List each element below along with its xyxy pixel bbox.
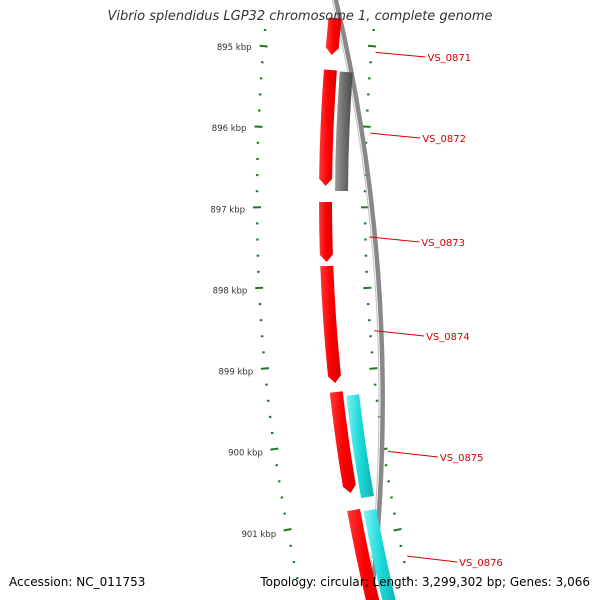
- kbp-tick-label: 900 kbp: [228, 449, 263, 459]
- major-outer-tick: [367, 44, 377, 48]
- gene-label-layer: VS_0871 VS_0872 VS_0873 VS_0874 VS_0875 VS_08…: [369, 51, 503, 569]
- minor-outer-tick: [399, 544, 403, 548]
- major-inner-tick: [283, 528, 292, 532]
- major-inner-tick: [260, 367, 270, 370]
- genes-value: 3,066: [555, 575, 590, 589]
- genes-label: Genes:: [509, 575, 552, 589]
- gene-arrow-vs_0873-red[interactable]: [319, 201, 333, 262]
- topology-value: circular: [320, 575, 365, 589]
- gene-label-leader: [369, 236, 420, 243]
- minor-inner-tick: [292, 560, 296, 564]
- minor-inner-tick: [295, 576, 299, 580]
- kbp-tick-label: 897 kbp: [210, 205, 245, 215]
- gene-label-leader: [370, 132, 421, 139]
- major-inner-tick: [270, 447, 279, 451]
- minor-outer-tick: [402, 560, 406, 564]
- major-inner-tick: [259, 44, 268, 48]
- accession-label: Accession:: [9, 575, 73, 589]
- gene-label-vs_0876[interactable]: VS_0876: [459, 558, 503, 569]
- gene-label-vs_0874[interactable]: VS_0874: [426, 332, 470, 343]
- accession-value: NC_011753: [76, 575, 146, 589]
- gene-arrow-vs_0875-cyan[interactable]: [346, 394, 374, 499]
- gene-label-vs_0871[interactable]: VS_0871: [427, 53, 471, 64]
- length-label: Length:: [372, 575, 419, 589]
- topology-label: Topology:: [260, 575, 317, 589]
- accession-line: Accession: NC_011753: [9, 575, 145, 589]
- gene-arrow-vs_0876-cyan[interactable]: [363, 508, 397, 600]
- gene-label-vs_0873[interactable]: VS_0873: [421, 238, 465, 249]
- major-outer-tick: [369, 367, 378, 370]
- gene-arrow-vs_0872-red[interactable]: [319, 69, 337, 186]
- gene-arrow-vs_0871-red[interactable]: [325, 17, 342, 56]
- gene-label-leader: [387, 450, 438, 458]
- kbp-tick-layer: 895 kbp 896 kbp 897 kbp 898 kbp 899 kbp 900 k…: [210, 28, 410, 580]
- major-outer-tick: [393, 527, 402, 532]
- minor-outer-tick: [406, 576, 410, 580]
- gene-arrow-vs_0872-gray[interactable]: [335, 71, 353, 192]
- kbp-tick-label: 895 kbp: [217, 43, 252, 53]
- gene-label-leader: [375, 51, 426, 58]
- gene-label-vs_0875[interactable]: VS_0875: [440, 453, 484, 464]
- kbp-tick-label: 899 kbp: [219, 368, 254, 378]
- gene-arrow-vs_0874-red[interactable]: [320, 265, 341, 383]
- gene-arrow-vs_0875-red[interactable]: [329, 391, 356, 493]
- gene-label-leader: [407, 555, 458, 563]
- gene-layer: [319, 17, 397, 600]
- kbp-tick-label: 896 kbp: [212, 124, 247, 134]
- kbp-tick-label: 901 kbp: [241, 530, 276, 540]
- map-title: Vibrio splendidus LGP32 chromosome 1, co…: [107, 9, 493, 24]
- kbp-tick-label: 898 kbp: [213, 286, 248, 296]
- gene-arrow-vs_0876-red[interactable]: [347, 508, 381, 600]
- gene-label-vs_0872[interactable]: VS_0872: [422, 134, 466, 145]
- genome-stats-line: Topology: circular; Length: 3,299,302 bp…: [260, 575, 590, 589]
- length-value: 3,299,302 bp: [421, 575, 502, 589]
- gene-label-leader: [374, 330, 425, 337]
